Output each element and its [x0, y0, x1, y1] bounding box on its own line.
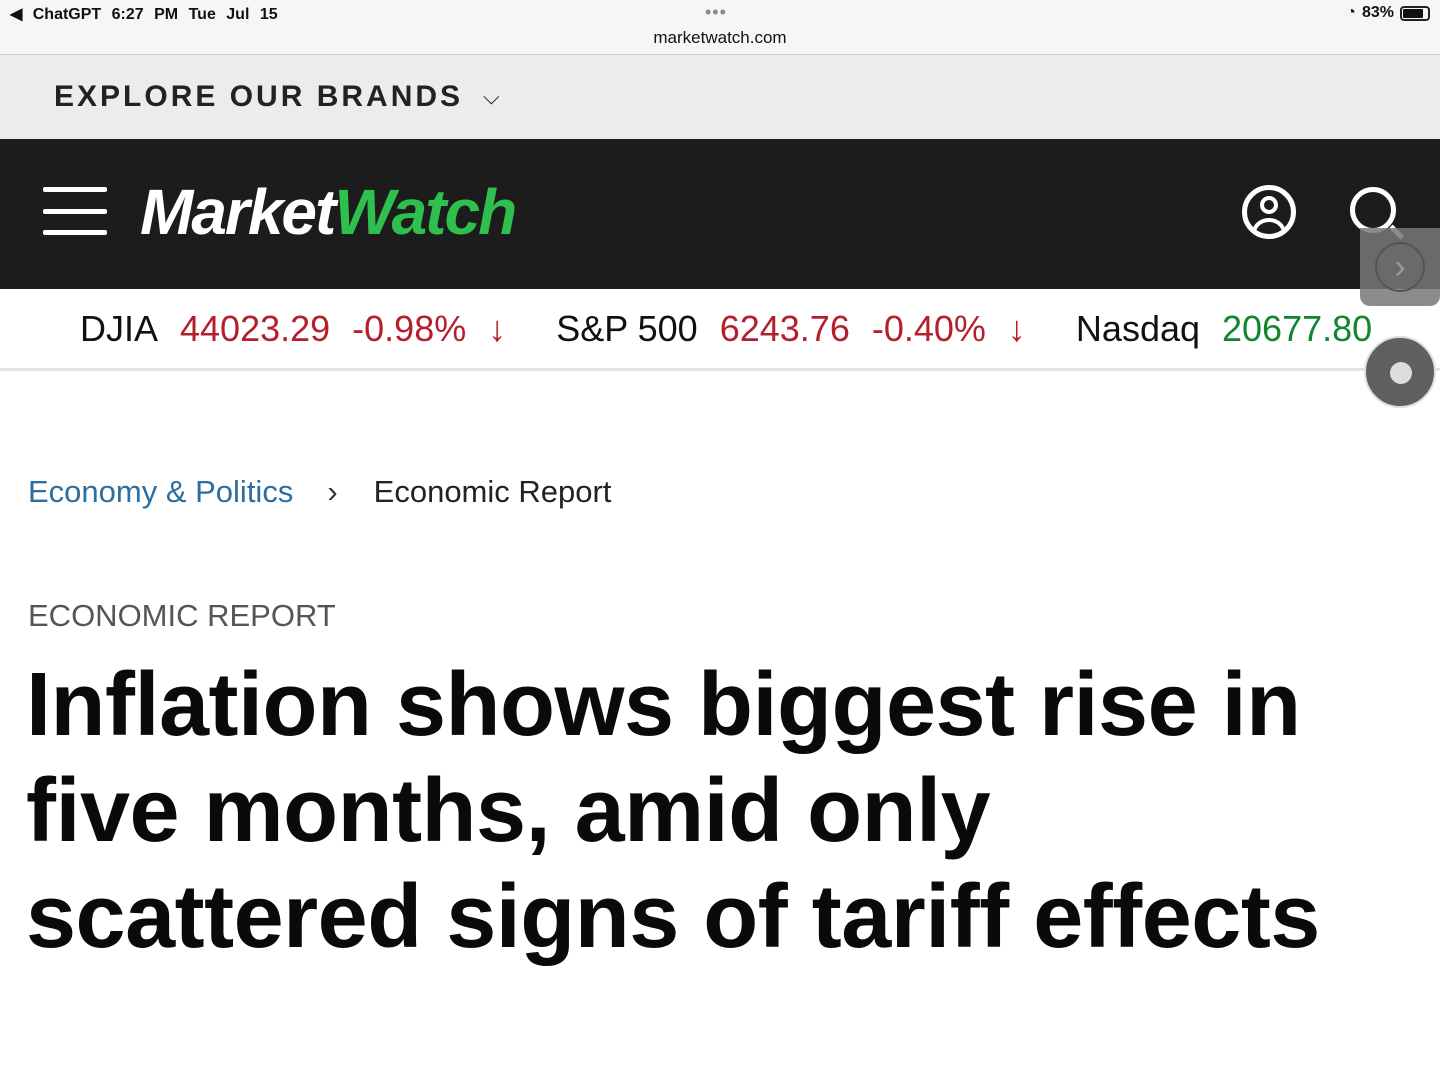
arrow-down-icon: ↓	[488, 307, 507, 349]
time: 6:27 PM	[111, 6, 179, 23]
url-bar[interactable]: marketwatch.com	[653, 28, 787, 47]
battery-icon	[1400, 5, 1430, 21]
ticker-name[interactable]: DJIA	[80, 307, 159, 349]
article-kicker[interactable]: ECONOMIC REPORT	[28, 598, 336, 633]
wifi-icon: ◔	[1346, 4, 1356, 21]
chevron-right-icon: ›	[1375, 242, 1425, 292]
battery-percent: 83%	[1361, 4, 1394, 21]
arrow-down-icon: ↓	[1007, 307, 1026, 349]
more-dots-icon[interactable]: •••	[705, 2, 727, 22]
breadcrumb: Economy & Politics › Economic Report	[28, 474, 611, 510]
chevron-down-icon: ⌵	[483, 84, 500, 109]
ticker-change: -0.98%	[352, 307, 467, 349]
assistive-touch-joystick-icon[interactable]	[1364, 336, 1436, 408]
back-to-app[interactable]: ◀ ChatGPT	[10, 6, 102, 23]
breadcrumb-economic-report[interactable]: Economic Report	[373, 474, 612, 509]
ticker-name[interactable]: S&P 500	[556, 307, 698, 349]
main-nav: MarketWatch	[0, 139, 1440, 289]
marketwatch-logo[interactable]: MarketWatch	[140, 176, 517, 248]
status-bar: ◀ ChatGPT 6:27 PM Tue Jul 15 ••• marketw…	[0, 0, 1440, 55]
article-headline: Inflation shows biggest rise in five mon…	[26, 655, 1320, 967]
search-icon[interactable]	[1350, 187, 1396, 233]
ticker-value: 20677.80	[1222, 307, 1373, 349]
explore-brands-button[interactable]: EXPLORE OUR BRANDS ⌵	[0, 55, 1440, 139]
ticker-value: 6243.76	[719, 307, 850, 349]
date: Tue Jul 15	[188, 6, 278, 23]
hamburger-menu-icon[interactable]	[43, 187, 107, 235]
user-account-icon[interactable]	[1242, 185, 1296, 239]
breadcrumb-economy-politics[interactable]: Economy & Politics	[28, 474, 294, 509]
chevron-right-icon: ›	[327, 474, 338, 509]
overlay-next-button[interactable]: ›	[1360, 228, 1440, 306]
market-ticker: DJIA 44023.29 -0.98% ↓ S&P 500 6243.76 -…	[0, 289, 1440, 371]
explore-brands-label: EXPLORE OUR BRANDS	[54, 80, 464, 113]
ticker-value: 44023.29	[180, 307, 331, 349]
ticker-name[interactable]: Nasdaq	[1075, 307, 1201, 349]
ticker-change: -0.40%	[871, 307, 986, 349]
